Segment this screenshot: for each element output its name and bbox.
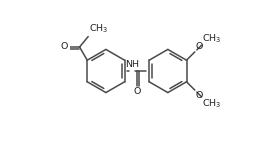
Text: CH$_3$: CH$_3$ [202, 32, 221, 45]
Text: O: O [60, 42, 68, 51]
Text: O: O [195, 91, 203, 100]
Text: O: O [133, 87, 141, 96]
Text: O: O [195, 42, 203, 51]
Text: NH: NH [125, 60, 139, 69]
Text: CH$_3$: CH$_3$ [88, 23, 108, 36]
Text: CH$_3$: CH$_3$ [202, 97, 221, 110]
